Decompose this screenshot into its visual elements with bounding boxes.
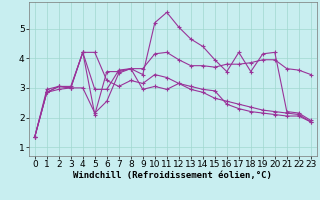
X-axis label: Windchill (Refroidissement éolien,°C): Windchill (Refroidissement éolien,°C)	[73, 171, 272, 180]
